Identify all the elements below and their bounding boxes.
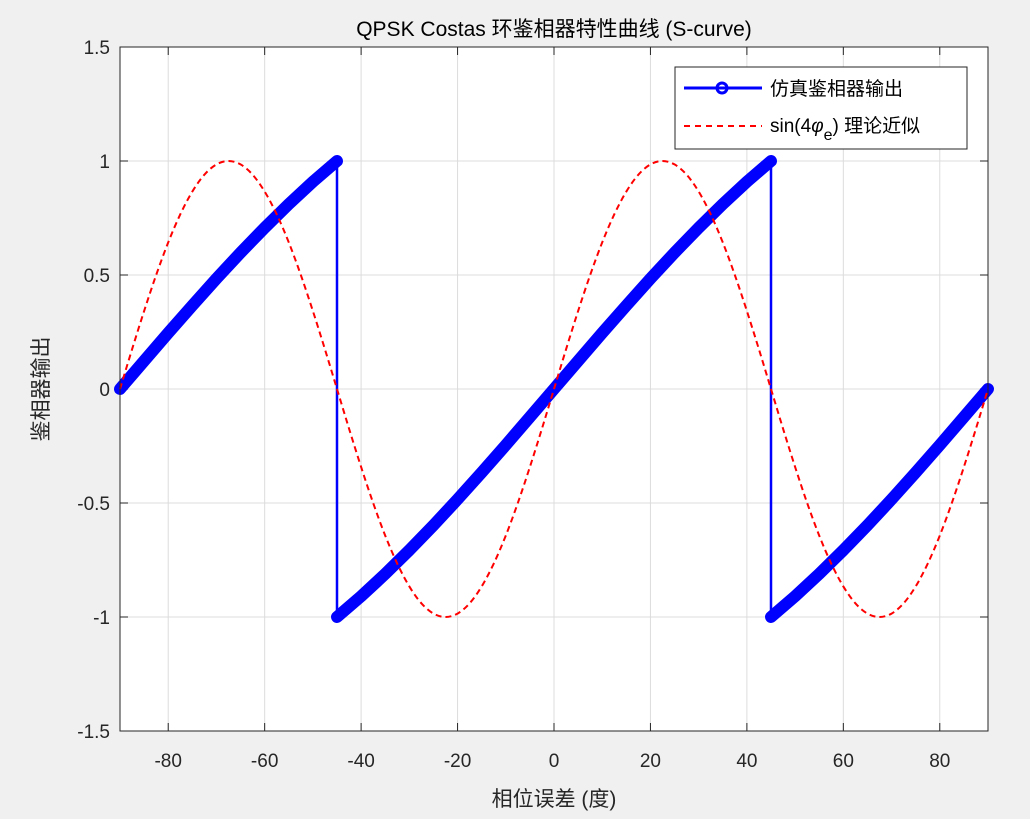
legend-label-theory: sin(4φe) 理论近似 [770,115,920,144]
axes-box [119,46,989,732]
sim-marker-band [114,155,343,395]
y-tick-label: -1 [93,608,110,629]
legend-box [674,66,968,150]
ticks: -80 -60 -40 -20 0 20 40 60 80 -1.5 -1 -0.5 0 0.5 1 1.5 [77,38,988,772]
x-tick-label: -80 [154,751,181,772]
x-tick-label: 20 [640,751,661,772]
legend: 仿真鉴相器输出 sin(4φe) 理论近似 [674,66,968,150]
sim-marker-band [331,155,777,623]
chart-title: QPSK Costas 环鉴相器特性曲线 (S-curve) [356,18,752,41]
x-tick-label: -40 [347,751,374,772]
x-tick-label: 40 [736,751,757,772]
sim-marker-band [765,383,994,623]
x-axis-label: 相位误差 (度) [492,788,617,811]
y-tick-label: 1 [99,152,110,173]
y-axis-label: 鉴相器输出 [30,337,53,442]
y-tick-label: 0.5 [84,266,110,287]
x-tick-label: -60 [251,751,278,772]
series-lines [114,155,994,623]
x-tick-label: 0 [549,751,560,772]
y-tick-label: 0 [99,380,110,401]
legend-marker-sim [715,81,729,95]
y-tick-label: -1.5 [77,722,110,743]
x-tick-label: 80 [929,751,950,772]
theory-line [119,159,989,619]
x-tick-label: 60 [833,751,854,772]
x-tick-label: -20 [444,751,471,772]
y-tick-label: -0.5 [77,494,110,515]
y-tick-label: 1.5 [84,38,110,59]
legend-label-sim: 仿真鉴相器输出 [770,78,903,100]
